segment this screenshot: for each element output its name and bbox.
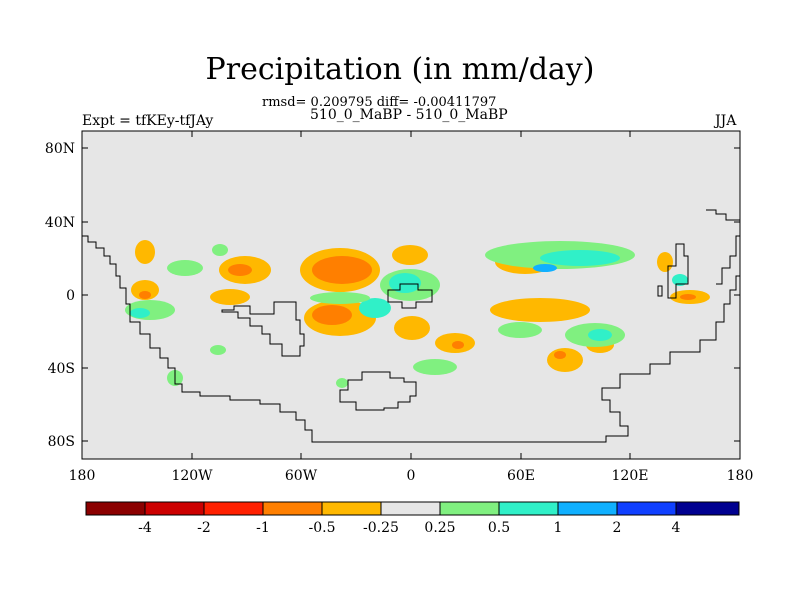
coastlines (82, 209, 740, 443)
y-tick-label: 40N (45, 215, 75, 231)
season-label: JJA (715, 113, 737, 129)
anomaly-blob (657, 252, 673, 272)
anomaly-blob (672, 274, 688, 286)
experiment-label: Expt = tfKEy-tfJAy (82, 113, 214, 129)
colorbar-swatch (616, 501, 677, 516)
colorbar-label: -2 (197, 520, 211, 536)
colorbar-swatch (262, 501, 323, 516)
anomaly-blob (139, 291, 151, 299)
coastline-small-islet (657, 285, 663, 297)
colorbar-swatch (557, 501, 618, 516)
colorbar-label: 0.5 (488, 520, 510, 536)
colorbar-swatch (498, 501, 559, 516)
y-tick-label: 80N (45, 141, 75, 157)
anomaly-blob (413, 359, 457, 375)
coastline-east-north (706, 209, 740, 221)
coastline-central-block (221, 301, 305, 357)
x-axis: 180 120W 60W 0 60E 120E 180 (69, 131, 754, 484)
stats-line: rmsd= 0.209795 diff= -0.00411797 (262, 95, 497, 110)
coastline-southern-block (339, 371, 417, 411)
colorbar-swatch (321, 501, 382, 516)
colorbar-swatch (144, 501, 205, 516)
anomaly-blob (389, 273, 421, 293)
colorbar-label: -0.5 (309, 520, 336, 536)
anomaly-blob (131, 280, 159, 300)
anomaly-blob (312, 256, 372, 284)
anomaly-blob (547, 348, 583, 372)
anomaly-blob (210, 345, 226, 355)
colorbar-swatch (203, 501, 264, 516)
colorbar-label: -1 (256, 520, 270, 536)
anomaly-blob (167, 260, 203, 276)
anomaly-blob (310, 292, 370, 304)
y-axis: 80N 40N 0 40S 80S (45, 141, 740, 450)
coastline-east-island (667, 243, 689, 299)
colorbar-label: 4 (672, 520, 681, 536)
anomaly-blob (212, 244, 228, 256)
anomaly-blob (359, 298, 391, 318)
colorbar-label: -4 (138, 520, 152, 536)
anomaly-blob (588, 329, 612, 341)
x-tick-label: 180 (69, 468, 96, 484)
anomaly-blob (394, 316, 430, 340)
anomaly-blob (452, 341, 464, 349)
colorbar: -4 -2 -1 -0.5 -0.25 0.25 0.5 1 2 4 (85, 501, 740, 536)
anomaly-blob (135, 240, 155, 264)
x-tick-label: 0 (407, 468, 416, 484)
coastline-small-island (387, 283, 433, 309)
anomaly-blob (680, 294, 696, 300)
y-tick-label: 0 (66, 288, 75, 304)
colorbar-label: 0.25 (424, 520, 455, 536)
anomaly-blob (392, 245, 428, 265)
anomaly-blob (130, 308, 150, 318)
colorbar-swatch (380, 501, 441, 516)
anomaly-blob (533, 264, 557, 272)
case-comparison: 510_0_MaBP - 510_0_MaBP (310, 107, 508, 123)
anomaly-blob (490, 298, 590, 322)
plot-title: Precipitation (in mm/day) (205, 52, 595, 87)
coastline-western-continent (82, 235, 740, 443)
colorbar-swatch (439, 501, 500, 516)
colorbar-label: -0.25 (363, 520, 399, 536)
x-tick-label: 120E (612, 468, 649, 484)
anomaly-blob (336, 378, 348, 388)
colorbar-swatch (675, 501, 740, 516)
colorbar-label: 1 (554, 520, 563, 536)
x-tick-label: 180 (727, 468, 754, 484)
y-tick-label: 80S (48, 434, 75, 450)
anomaly-blob (540, 250, 620, 266)
anomaly-blob (228, 264, 252, 276)
x-tick-label: 60W (285, 468, 318, 484)
x-tick-label: 60E (507, 468, 535, 484)
anomaly-blob (312, 305, 352, 325)
anomaly-blob (210, 289, 250, 305)
anomaly-blob (554, 351, 566, 359)
anomaly-blob (498, 322, 542, 338)
anomaly-field (125, 240, 710, 388)
y-tick-label: 40S (48, 361, 75, 377)
colorbar-swatch (85, 501, 146, 516)
coastline-east-shore (716, 235, 740, 285)
colorbar-label: 2 (613, 520, 622, 536)
x-tick-label: 120W (171, 468, 213, 484)
